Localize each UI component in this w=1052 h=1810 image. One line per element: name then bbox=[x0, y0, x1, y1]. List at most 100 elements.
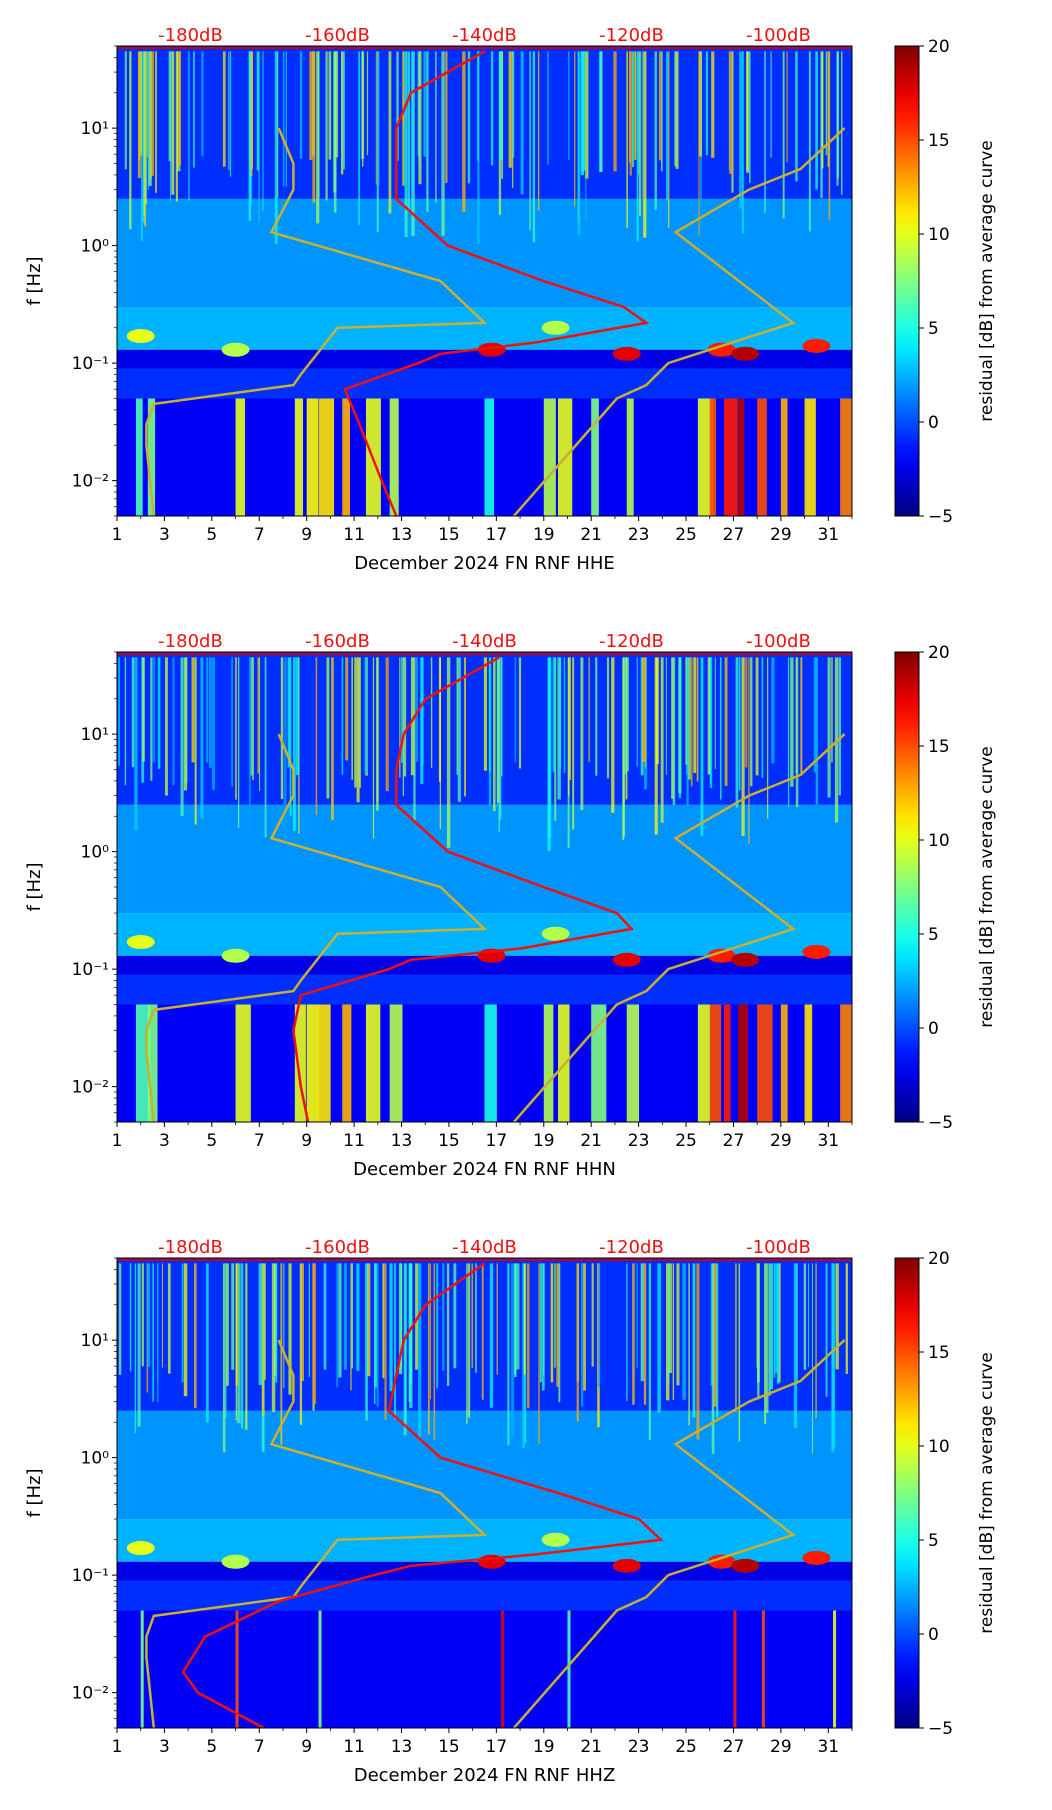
heatmap-streak bbox=[231, 1263, 235, 1370]
x-tick-label: 23 bbox=[628, 525, 650, 545]
heatmap-streak bbox=[350, 1263, 352, 1391]
x-tick-label: 15 bbox=[438, 1131, 460, 1151]
heatmap-streak bbox=[433, 1263, 436, 1440]
heatmap-streak bbox=[655, 657, 659, 765]
x-tick-label: 7 bbox=[254, 1131, 265, 1151]
heatmap-streak bbox=[512, 51, 515, 158]
heatmap-streak bbox=[205, 1263, 209, 1423]
heatmap-streak bbox=[191, 657, 195, 763]
heatmap-streak bbox=[442, 1263, 445, 1371]
heatmap-streak bbox=[252, 657, 254, 781]
heatmap-streak bbox=[137, 1263, 141, 1427]
heatmap-streak bbox=[795, 51, 798, 182]
heatmap-streak bbox=[400, 1263, 403, 1370]
heatmap-band bbox=[117, 804, 852, 914]
heatmap-column bbox=[235, 398, 246, 516]
heatmap-streak bbox=[554, 1263, 556, 1368]
colorbar-gradient bbox=[894, 651, 920, 1123]
heatmap-blob bbox=[126, 935, 155, 950]
heatmap-blob bbox=[126, 329, 155, 344]
heatmap-streak bbox=[735, 657, 739, 808]
x-tick-label: 13 bbox=[391, 525, 413, 545]
heatmap-streak bbox=[568, 657, 570, 797]
heatmap-streak bbox=[150, 657, 153, 781]
heatmap-streak bbox=[643, 1263, 647, 1405]
heatmap-streak bbox=[795, 657, 797, 774]
x-tick-label: 31 bbox=[817, 1131, 839, 1151]
y-tick-label: 10⁻¹ bbox=[72, 1566, 109, 1586]
heatmap-streak bbox=[280, 1263, 283, 1445]
top-db-label: -140dB bbox=[452, 631, 517, 652]
heatmap-streak bbox=[418, 1263, 422, 1441]
heatmap-streak bbox=[430, 1263, 432, 1400]
heatmap-streak bbox=[815, 51, 818, 190]
heatmap-streak bbox=[441, 51, 445, 236]
heatmap-streak bbox=[407, 51, 411, 213]
heatmap-column bbox=[501, 1610, 505, 1728]
heatmap-streak bbox=[490, 51, 494, 166]
heatmap-streak bbox=[445, 51, 448, 183]
heatmap-streak bbox=[841, 51, 843, 196]
heatmap-streak bbox=[248, 51, 252, 221]
heatmap-streak bbox=[711, 1263, 715, 1454]
heatmap-streak bbox=[532, 51, 536, 243]
heatmap-streak bbox=[595, 657, 598, 776]
y-axis-label: f [Hz] bbox=[24, 256, 45, 305]
heatmap-streak bbox=[235, 657, 237, 800]
heatmap-streak bbox=[118, 1263, 122, 1375]
heatmap-streak bbox=[167, 1263, 171, 1374]
heatmap-streak bbox=[336, 1263, 338, 1388]
heatmap-streak bbox=[782, 51, 785, 219]
heatmap-streak bbox=[775, 1263, 778, 1374]
x-tick-label: 7 bbox=[254, 1737, 265, 1757]
heatmap-streak bbox=[351, 1263, 353, 1369]
heatmap-streak bbox=[351, 657, 353, 780]
colorbar-tick-label: 5 bbox=[928, 319, 939, 339]
heatmap-streak bbox=[399, 657, 401, 778]
heatmap-streak bbox=[731, 51, 734, 193]
heatmap-streak bbox=[576, 1263, 579, 1422]
heatmap-streak bbox=[626, 51, 628, 229]
colorbar-gradient bbox=[894, 45, 920, 517]
heatmap-streak bbox=[496, 657, 498, 806]
colorbar-gradient bbox=[894, 1257, 920, 1729]
heatmap-streak bbox=[342, 51, 345, 170]
x-tick-label: 31 bbox=[817, 1737, 839, 1757]
x-tick-label: 29 bbox=[770, 525, 792, 545]
colorbar-tick-label: 15 bbox=[928, 131, 950, 151]
heatmap-streak bbox=[274, 51, 278, 244]
heatmap-streak bbox=[741, 51, 744, 234]
heatmap-streak bbox=[641, 51, 644, 199]
heatmap-streak bbox=[516, 1263, 520, 1370]
x-tick-label: 31 bbox=[817, 525, 839, 545]
heatmap-streak bbox=[745, 657, 748, 768]
heatmap-streak bbox=[171, 51, 175, 195]
heatmap-streak bbox=[599, 51, 603, 173]
heatmap-streak bbox=[755, 657, 759, 776]
heatmap-streak bbox=[713, 1263, 717, 1407]
x-tick-label: 1 bbox=[112, 1131, 123, 1151]
heatmap-streak bbox=[201, 51, 204, 157]
heatmap-streak bbox=[131, 657, 135, 768]
heatmap-streak bbox=[129, 1263, 132, 1372]
heatmap-streak bbox=[827, 51, 830, 167]
heatmap-streak bbox=[208, 657, 212, 768]
heatmap-blob bbox=[541, 1532, 570, 1547]
heatmap-streak bbox=[671, 657, 674, 799]
heatmap-streak bbox=[464, 657, 466, 797]
heatmap-streak bbox=[430, 657, 433, 768]
heatmap-band bbox=[117, 307, 852, 350]
heatmap-streak bbox=[767, 657, 769, 819]
heatmap-streak bbox=[257, 657, 260, 774]
heatmap-streak bbox=[518, 657, 522, 769]
heatmap-streak bbox=[674, 51, 677, 167]
heatmap-streak bbox=[648, 1263, 652, 1440]
colorbar-tick-label: 5 bbox=[928, 925, 939, 945]
heatmap-streak bbox=[539, 1263, 542, 1383]
heatmap-streak bbox=[501, 51, 504, 179]
heatmap-streak bbox=[206, 657, 209, 763]
heatmap-streak bbox=[581, 51, 585, 172]
heatmap-column bbox=[294, 1004, 306, 1122]
colorbar-tick-label: 15 bbox=[928, 737, 950, 757]
